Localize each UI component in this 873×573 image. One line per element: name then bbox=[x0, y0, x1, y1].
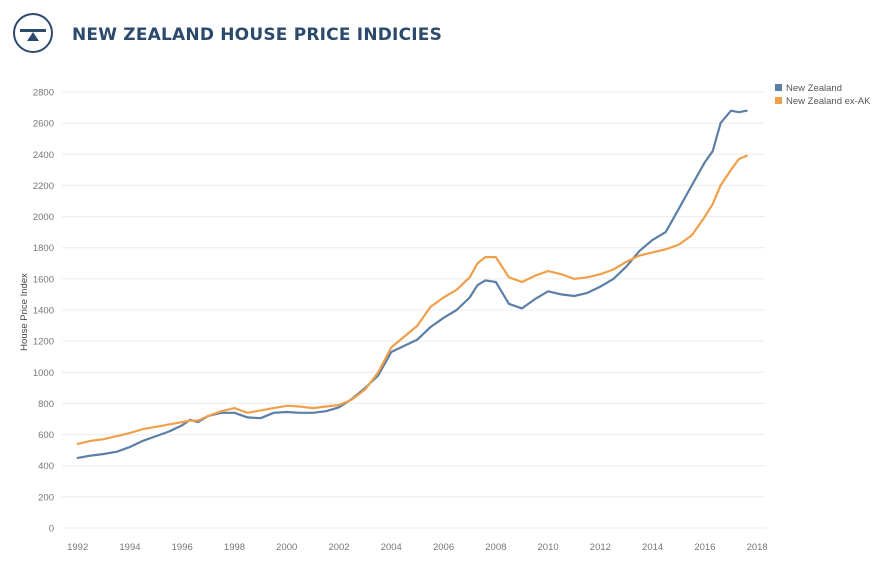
series-line-new-zealand-ex-ak bbox=[76, 154, 748, 445]
x-tick-label: 1994 bbox=[119, 542, 140, 553]
x-tick-label: 2008 bbox=[485, 542, 506, 553]
y-tick-label: 2800 bbox=[33, 88, 54, 99]
chart-gridlines bbox=[62, 91, 765, 529]
x-tick-label: 1998 bbox=[224, 542, 245, 553]
x-tick-label: 2010 bbox=[538, 542, 559, 553]
y-tick-label: 2400 bbox=[33, 150, 54, 161]
y-axis-title: House Price Index bbox=[19, 273, 30, 351]
bank-emblem-icon bbox=[12, 12, 54, 54]
x-axis-ticks: 1992 1994 1996 1998 2000 2002 2004 2006 2008 2010… bbox=[67, 542, 768, 553]
series-line-new-zealand bbox=[76, 109, 748, 459]
x-tick-label: 2004 bbox=[381, 542, 402, 553]
y-tick-label: 1200 bbox=[33, 337, 54, 348]
x-tick-label: 2014 bbox=[642, 542, 663, 553]
y-axis-ticks: 0 200 400 600 800 1000 1200 1400 1600 1800 2000 220… bbox=[33, 88, 54, 535]
legend-swatch bbox=[775, 97, 782, 104]
legend-label: New Zealand bbox=[786, 83, 842, 94]
x-tick-label: 1992 bbox=[67, 542, 88, 553]
legend-label: New Zealand ex-AK bbox=[786, 96, 871, 107]
y-tick-label: 600 bbox=[38, 430, 54, 441]
x-tick-label: 1996 bbox=[172, 542, 193, 553]
x-tick-label: 2002 bbox=[328, 542, 349, 553]
x-tick-label: 2018 bbox=[747, 542, 768, 553]
page-title: NEW ZEALAND HOUSE PRICE INDICIES bbox=[72, 25, 443, 45]
chart-series bbox=[76, 109, 748, 459]
y-tick-label: 1800 bbox=[33, 243, 54, 254]
chart-legend: New Zealand New Zealand ex-AK bbox=[775, 83, 871, 107]
y-tick-label: 2200 bbox=[33, 181, 54, 192]
y-tick-label: 2000 bbox=[33, 212, 54, 223]
x-tick-label: 2016 bbox=[694, 542, 715, 553]
y-tick-label: 1400 bbox=[33, 306, 54, 317]
y-tick-label: 2600 bbox=[33, 119, 54, 130]
x-tick-label: 2000 bbox=[276, 542, 297, 553]
x-tick-label: 2012 bbox=[590, 542, 611, 553]
y-tick-label: 0 bbox=[49, 524, 54, 535]
header: NEW ZEALAND HOUSE PRICE INDICIES bbox=[0, 0, 873, 70]
x-tick-label: 2006 bbox=[433, 542, 454, 553]
y-tick-label: 800 bbox=[38, 399, 54, 410]
y-tick-label: 1600 bbox=[33, 274, 54, 285]
y-tick-label: 400 bbox=[38, 461, 54, 472]
legend-swatch bbox=[775, 84, 782, 91]
y-tick-label: 1000 bbox=[33, 368, 54, 379]
y-tick-label: 200 bbox=[38, 492, 54, 503]
